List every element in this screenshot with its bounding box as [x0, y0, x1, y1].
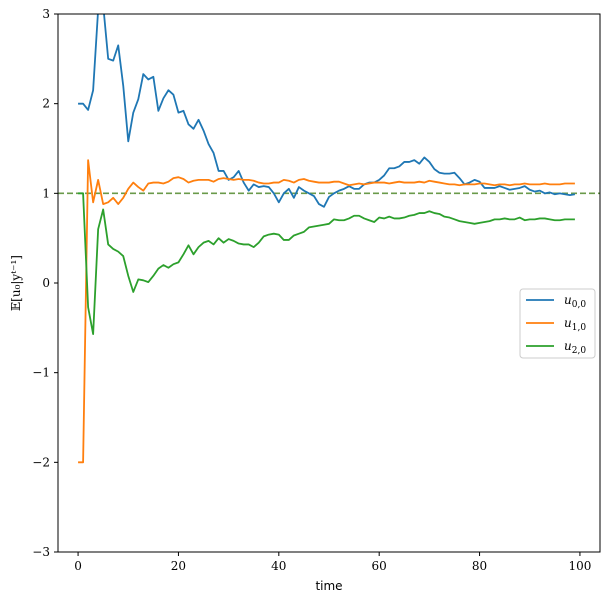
y-tick-label: 0 [42, 276, 50, 290]
x-tick-label: 80 [472, 559, 487, 573]
series-layer [78, 14, 576, 464]
legend-label-sub: 2,0 [572, 346, 587, 356]
x-axis-label: time [315, 579, 342, 593]
x-tick-label: 60 [372, 559, 387, 573]
series-line-2 [78, 192, 575, 336]
y-tick-label: 1 [42, 186, 50, 200]
x-tick-label: 20 [171, 559, 186, 573]
legend-label-2: u2,0 [564, 339, 586, 356]
x-tick-label: 100 [568, 559, 591, 573]
legend-label-0: u0,0 [564, 293, 586, 310]
legend-label-sub: 0,0 [572, 300, 587, 310]
y-tick-label: 2 [42, 97, 50, 111]
y-axis-ticks: −3 −2 −1 0 1 2 3 [32, 7, 58, 559]
x-tick-label: 0 [74, 559, 82, 573]
x-axis-ticks: 0 20 40 60 80 100 [74, 552, 591, 573]
legend-items: u0,0u1,0u2,0 [526, 293, 586, 356]
legend: u0,0u1,0u2,0 [519, 288, 596, 359]
y-axis-label: 𝔼[u₀|yᵗ⁻¹] [9, 255, 23, 311]
y-tick-label: −2 [32, 455, 50, 469]
series-line-1 [78, 159, 575, 464]
series-line-0 [78, 14, 576, 208]
x-tick-label: 40 [271, 559, 286, 573]
legend-label-main: u [564, 293, 572, 307]
y-tick-label: −3 [32, 545, 50, 559]
legend-label-sub: 1,0 [572, 323, 587, 333]
y-tick-label: 3 [42, 7, 50, 21]
y-tick-label: −1 [32, 366, 50, 380]
legend-label-main: u [564, 316, 572, 330]
legend-box [519, 288, 596, 359]
legend-label-main: u [564, 339, 572, 353]
legend-label-1: u1,0 [564, 316, 586, 333]
